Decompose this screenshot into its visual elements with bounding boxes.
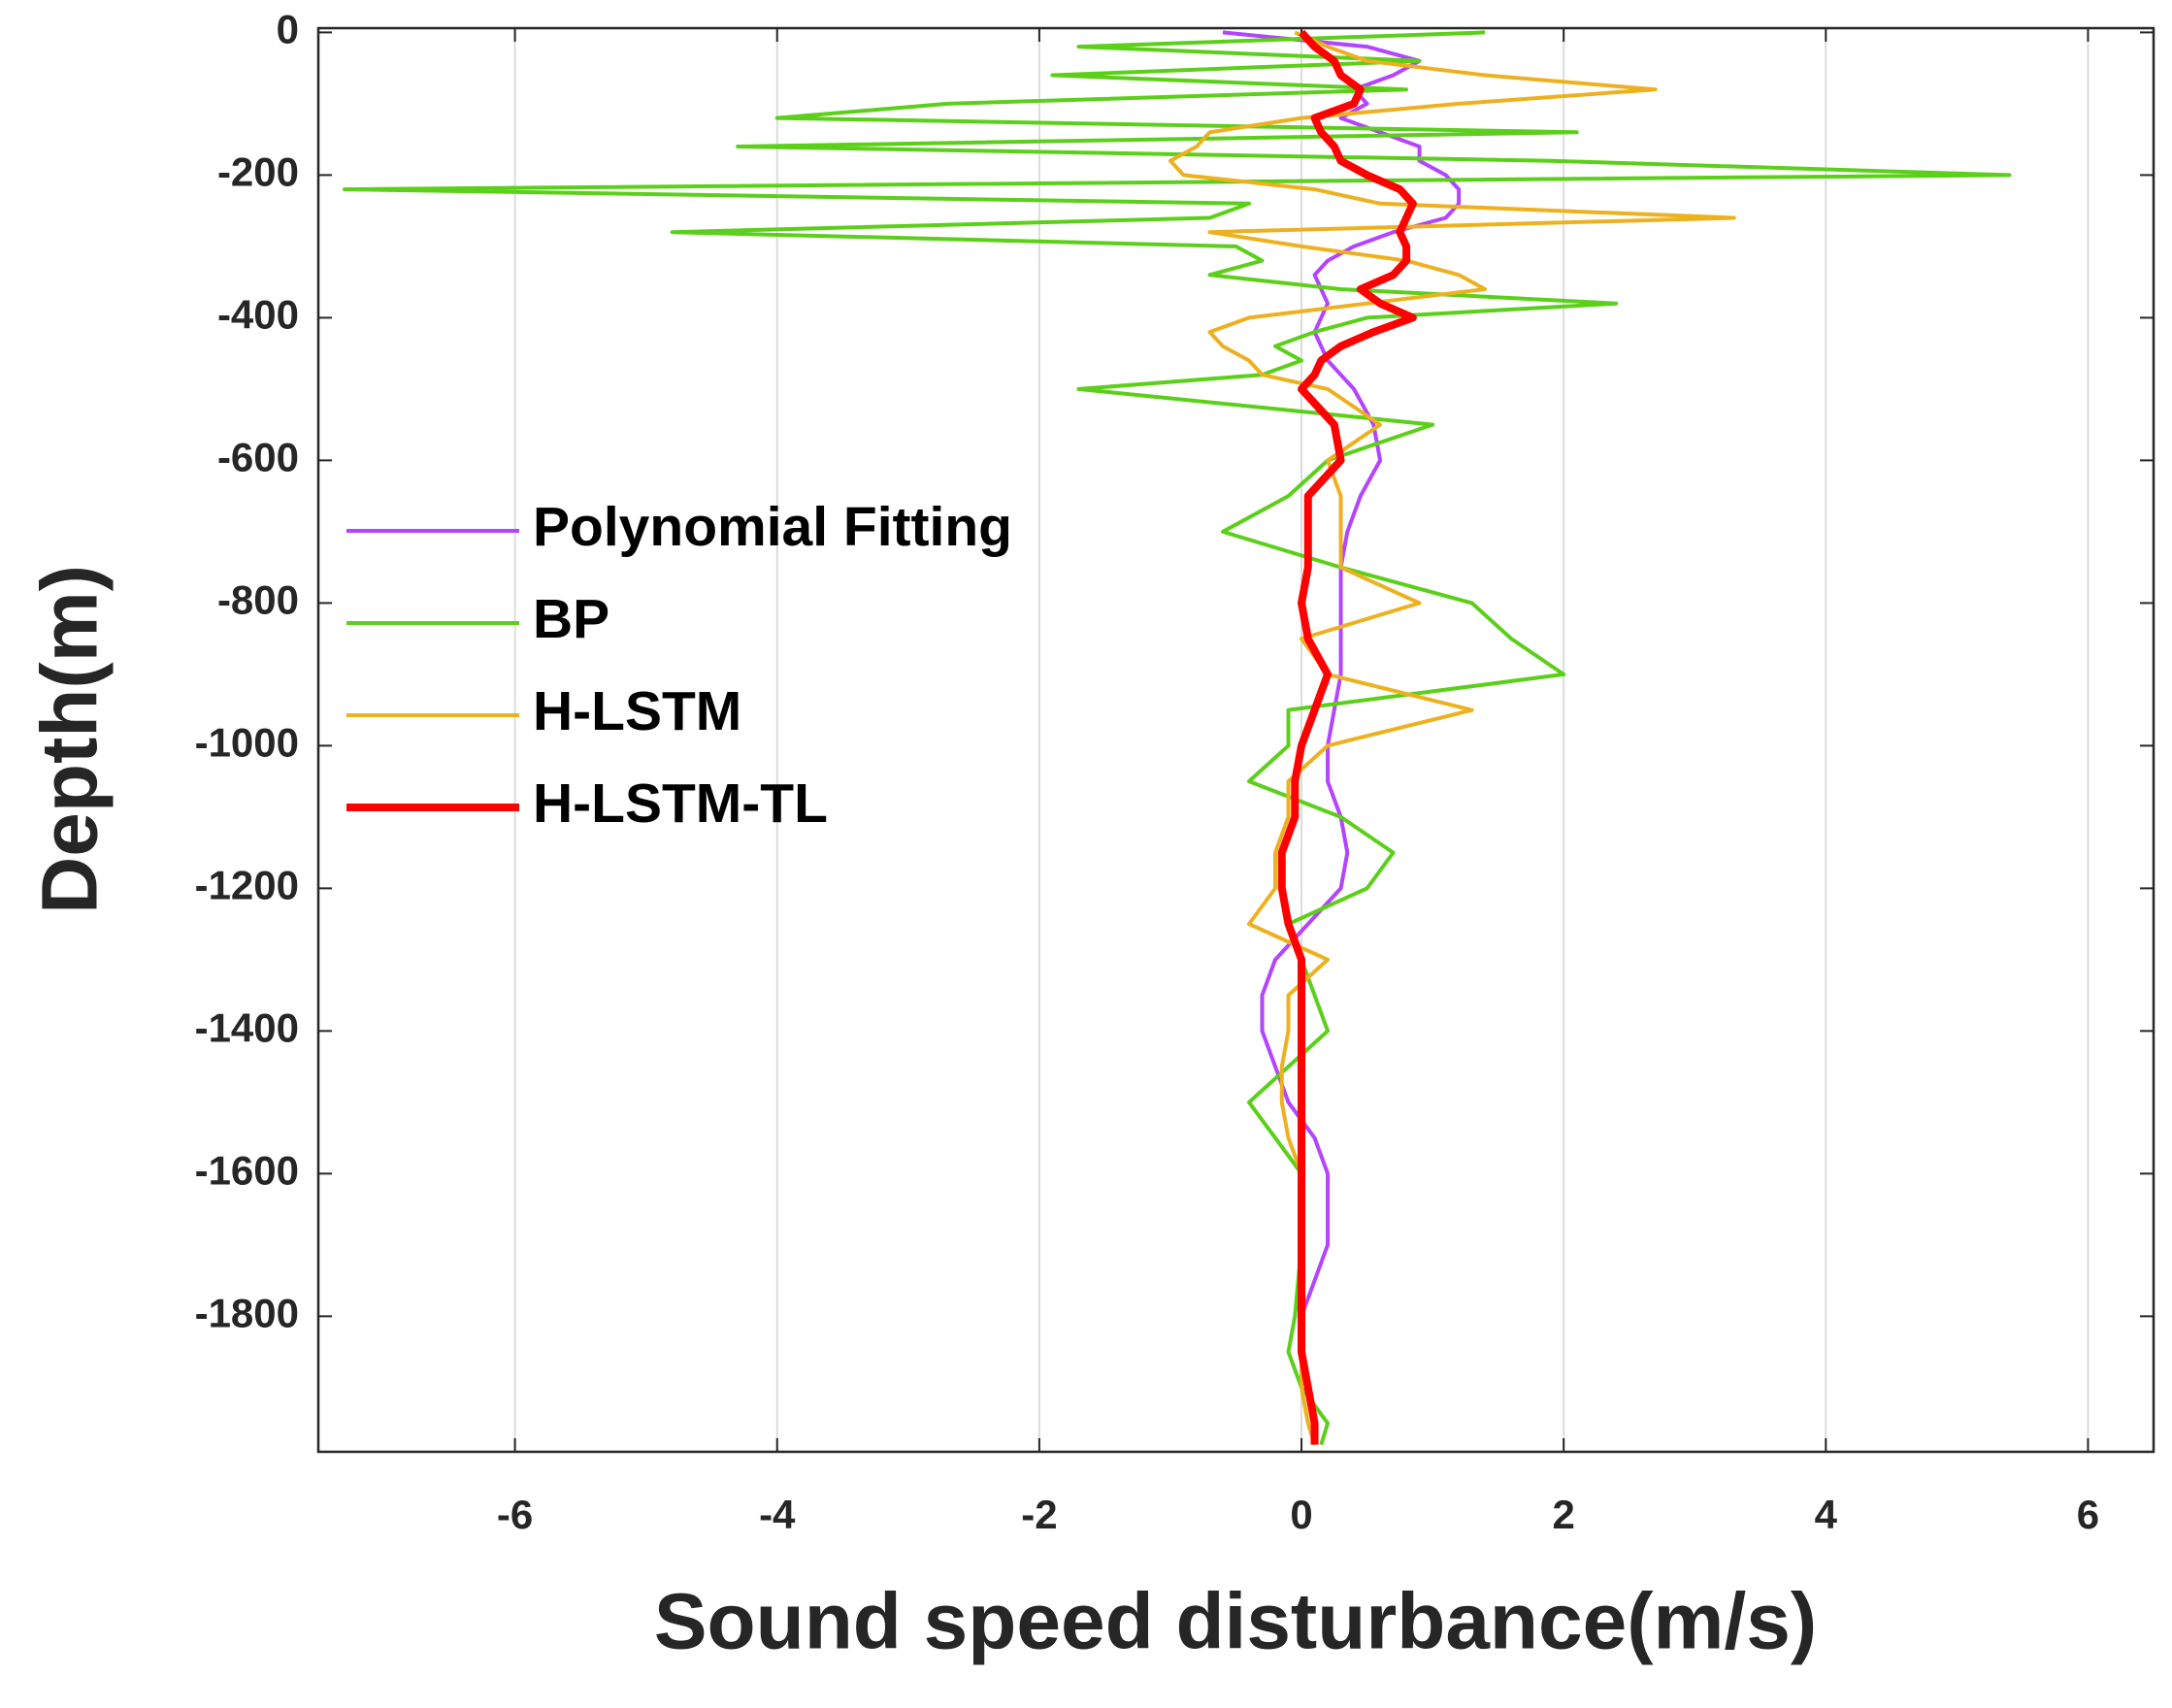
y-tick-label: -400	[217, 291, 299, 337]
y-axis-label: Depth(m)	[26, 565, 115, 914]
legend-label: H-LSTM-TL	[533, 772, 828, 835]
x-tick-label: 2	[1552, 1492, 1574, 1537]
legend-label: Polynomial Fitting	[533, 496, 1012, 558]
y-tick-label: 0	[277, 7, 299, 52]
y-tick-label: -1800	[195, 1290, 299, 1335]
legend-label: BP	[533, 588, 609, 650]
y-tick-label: -800	[217, 576, 299, 622]
x-tick-label: 0	[1290, 1492, 1312, 1537]
y-tick-label: -1600	[195, 1147, 299, 1193]
x-axis-label: Sound speed disturbance(m/s)	[654, 1578, 1817, 1666]
x-tick-label: 4	[1815, 1492, 1838, 1537]
x-tick-label: -2	[1021, 1492, 1057, 1537]
series-line	[1222, 30, 1462, 1318]
y-tick-label: -600	[217, 434, 299, 479]
legend-label: H-LSTM	[533, 680, 741, 742]
series-line	[1168, 30, 1736, 1446]
x-tick-label: -4	[759, 1492, 796, 1537]
x-tick-label: -6	[497, 1492, 533, 1537]
y-tick-label: -200	[217, 148, 299, 194]
y-tick-label: -1000	[195, 719, 299, 765]
y-tick-label: -1200	[195, 862, 299, 907]
y-tick-label: -1400	[195, 1004, 299, 1050]
series-line	[1277, 29, 1417, 1445]
x-tick-label: 6	[2077, 1492, 2099, 1537]
plot-frame	[316, 26, 2156, 1454]
